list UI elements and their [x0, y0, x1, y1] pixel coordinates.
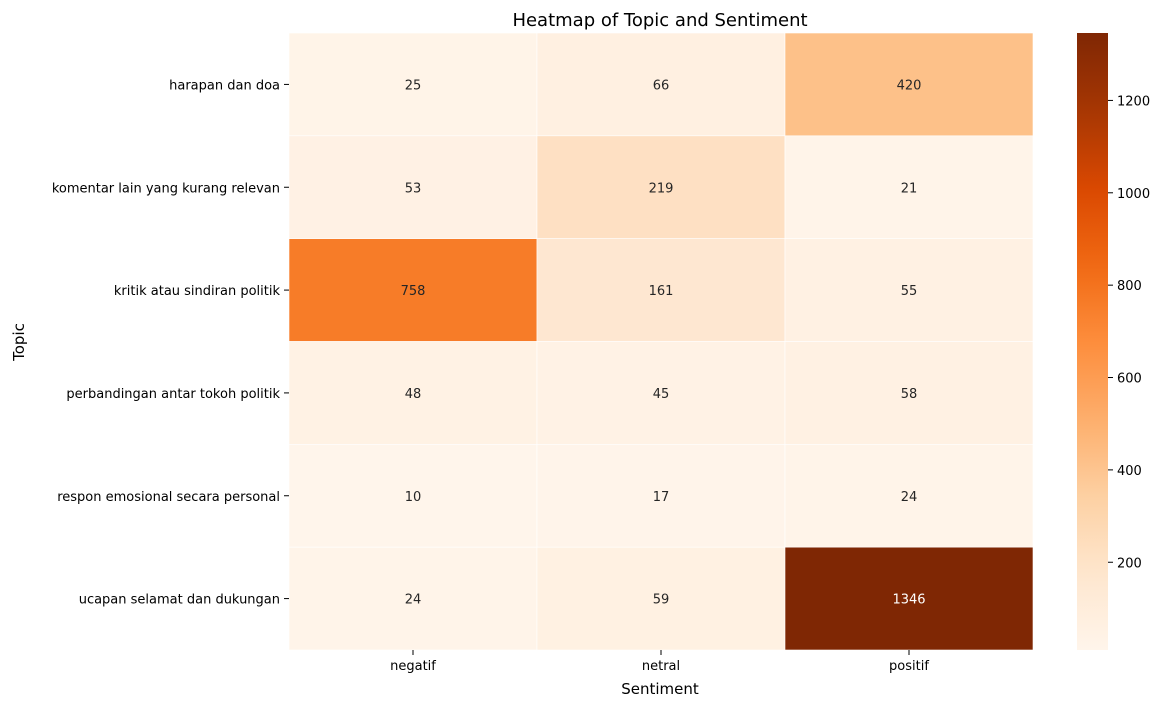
heatmap-cell	[536, 546, 786, 651]
y-tick-label: komentar lain yang kurang relevan	[52, 181, 280, 196]
cell-value-label: 59	[653, 593, 670, 608]
x-axis-ticks: negatif netral positif	[390, 650, 929, 674]
cell-value-label: 219	[649, 181, 674, 196]
heatmap-cell	[784, 546, 1034, 651]
cell-value-label: 55	[901, 284, 918, 299]
cell-value-label: 66	[653, 78, 670, 93]
chart-title: Heatmap of Topic and Sentiment	[512, 10, 807, 31]
colorbar-tick-label: 1000	[1117, 187, 1150, 202]
heatmap-cell	[536, 135, 786, 239]
cell-value-label: 24	[901, 490, 918, 505]
y-tick-label: ucapan selamat dan dukungan	[79, 593, 280, 608]
colorbar-ticks: 200 400 600 800 1000 1200	[1108, 94, 1150, 571]
colorbar-tick-label: 400	[1117, 464, 1142, 479]
heatmap-cell	[536, 444, 786, 548]
colorbar-tick-label: 200	[1117, 556, 1142, 571]
cell-value-label: 58	[901, 387, 918, 402]
y-tick-label: harapan dan doa	[169, 78, 280, 93]
x-axis-label: Sentiment	[621, 680, 699, 698]
heatmap-cell	[288, 238, 538, 342]
x-tick-label: netral	[642, 659, 680, 674]
heatmap-cells: 25 66 420 53 219 21 758 161 55 48 45 58 10 17 24 24 59 13…	[288, 32, 1034, 651]
heatmap-cell	[288, 341, 538, 445]
cell-value-label: 25	[405, 78, 422, 93]
cell-value-label: 24	[405, 593, 422, 608]
cell-value-label: 53	[405, 181, 422, 196]
cell-value-label: 17	[653, 490, 670, 505]
cell-value-label: 48	[405, 387, 422, 402]
heatmap-cell	[288, 444, 538, 548]
heatmap-cell	[784, 444, 1034, 548]
heatmap-cell	[288, 32, 538, 137]
cell-value-label: 161	[649, 284, 674, 299]
colorbar	[1077, 33, 1108, 650]
cell-value-label: 45	[653, 387, 670, 402]
y-tick-label: respon emosional secara personal	[57, 490, 280, 505]
colorbar-tick-label: 1200	[1117, 94, 1150, 109]
y-tick-label: perbandingan antar tokoh politik	[66, 387, 280, 402]
y-tick-label: kritik atau sindiran politik	[114, 284, 281, 299]
heatmap-cell	[536, 32, 786, 137]
y-axis-label: Topic	[10, 323, 28, 362]
cell-value-label: 758	[401, 284, 426, 299]
x-tick-label: negatif	[390, 659, 436, 674]
colorbar-tick-label: 800	[1117, 279, 1142, 294]
heatmap-cell	[288, 135, 538, 239]
cell-value-label: 1346	[892, 593, 925, 608]
cell-value-label: 21	[901, 181, 918, 196]
heatmap-cell	[784, 135, 1034, 239]
colorbar-tick-label: 600	[1117, 372, 1142, 387]
cell-value-label: 10	[405, 490, 422, 505]
cell-value-label: 420	[897, 78, 922, 93]
heatmap-cell	[784, 32, 1034, 137]
x-tick-label: positif	[889, 659, 929, 674]
heatmap-cell	[784, 341, 1034, 445]
y-axis-ticks: harapan dan doa komentar lain yang kurang…	[52, 78, 289, 608]
heatmap-cell	[536, 238, 786, 342]
